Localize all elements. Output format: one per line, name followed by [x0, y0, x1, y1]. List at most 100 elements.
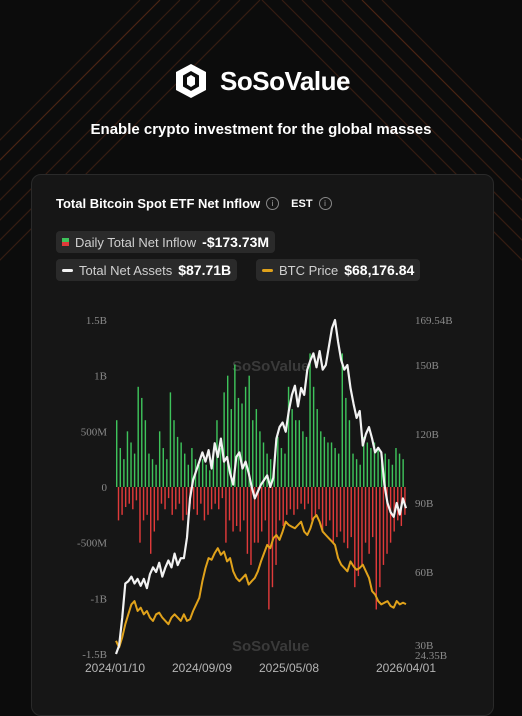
outflow-bar [332, 487, 335, 543]
outflow-bar [314, 487, 317, 515]
inflow-bar [116, 420, 118, 487]
right-axis-tick: 90B [415, 498, 433, 510]
inflow-bar [187, 464, 190, 487]
inflow-bar [302, 431, 304, 487]
outflow-bar [289, 487, 292, 510]
inflow-bar [237, 397, 240, 487]
x-axis: 2024/01/10 2024/09/09 2025/05/08 2026/04/01 [85, 661, 436, 675]
outflow-bar [318, 487, 320, 510]
inflow-bar [391, 464, 394, 487]
inflow-bar [230, 409, 232, 487]
outflow-bar [157, 487, 159, 521]
outflow-bar [139, 487, 141, 543]
inflow-bar [241, 403, 243, 487]
outflow-bar [214, 487, 216, 504]
outflow-bar [250, 487, 252, 565]
outflow-bar [393, 487, 395, 532]
chart-title: Total Bitcoin Spot ETF Net Inflow [56, 196, 261, 211]
inflow-bar [219, 448, 222, 487]
outflow-bar [296, 487, 299, 510]
outflow-bar [153, 487, 156, 532]
inflow-bar [277, 436, 279, 487]
outflow-bar [275, 487, 277, 565]
inflow-bar [244, 386, 247, 487]
outflow-bar [128, 487, 130, 504]
legend-total-net-assets[interactable]: Total Net Assets $87.71B [56, 259, 238, 281]
legend-btc-label: BTC Price [279, 262, 339, 278]
outflow-bar [228, 487, 231, 521]
outflow-bar [178, 487, 181, 504]
outflow-bar [192, 487, 195, 510]
inflow-bar [212, 453, 215, 487]
inflow-bar [234, 364, 236, 487]
inflow-bar [312, 386, 315, 487]
outflow-bar [182, 487, 184, 521]
inflow-bar [370, 448, 372, 487]
inflow-bar [355, 459, 358, 487]
inflow-bar [269, 459, 272, 487]
assets-line-swatch-icon [62, 268, 73, 272]
outflow-bar [146, 487, 148, 515]
inflow-chart[interactable]: SoSoValue SoSoValue 1.5B 1B 500M 0 -500M -1B -… [0, 0, 522, 701]
inflow-bar [363, 436, 365, 487]
inflow-bar [130, 442, 132, 487]
legend-btc-value: $68,176.84 [344, 262, 415, 278]
inflow-bar [295, 420, 297, 487]
x-axis-tick: 2024/09/09 [172, 661, 232, 675]
outflow-bar [346, 487, 349, 549]
info-icon[interactable]: i [266, 197, 280, 210]
inflow-bar [180, 442, 182, 487]
inflow-bar [348, 420, 351, 487]
inflow-bar [205, 464, 207, 487]
legend-daily-inflow[interactable]: Daily Total Net Inflow -$173.73M [56, 231, 276, 253]
outflow-bar [117, 487, 120, 521]
outflow-bar [311, 487, 313, 521]
outflow-bar [150, 487, 152, 554]
outflow-bar [235, 487, 238, 526]
background-pattern [0, 0, 522, 261]
outflow-bar [307, 487, 309, 504]
inflow-bar [198, 464, 200, 487]
outflow-bar [357, 487, 360, 577]
outflow-bar [243, 487, 245, 521]
inflow-bar [166, 459, 168, 487]
legend-btc-price[interactable]: BTC Price $68,176.84 [256, 259, 421, 281]
inflow-bar [255, 409, 258, 487]
right-axis-tick: 24.35B [415, 650, 447, 662]
outflow-bar [379, 487, 381, 588]
outflow-bar [375, 487, 377, 610]
inflow-bar [323, 436, 326, 487]
outflow-bar [167, 487, 170, 499]
inflow-bar [169, 392, 172, 487]
outflow-bar [303, 487, 306, 510]
inflow-bar [162, 448, 164, 487]
inflow-bar [184, 453, 186, 487]
inflow-bar [119, 448, 122, 487]
outflow-bar [135, 487, 138, 501]
outflow-bar [132, 487, 134, 510]
inflow-bar [141, 397, 143, 487]
inflow-bar [380, 453, 383, 487]
outflow-bar [232, 487, 234, 532]
inflow-bar [176, 436, 179, 487]
x-axis-tick: 2025/05/08 [259, 661, 319, 675]
right-axis-tick: 60B [415, 567, 433, 579]
outflow-bar [364, 487, 367, 543]
legend-assets-value: $87.71B [178, 262, 232, 278]
inflow-bar [158, 431, 161, 487]
brand-logo: SoSoValue [172, 62, 350, 100]
chart-watermark-top: SoSoValue [232, 358, 310, 375]
inflow-outflow-swatch-icon [62, 238, 69, 246]
inflow-bar [280, 448, 283, 487]
inflow-bar [148, 453, 150, 487]
inflow-bar [144, 420, 147, 487]
inflow-bar [398, 453, 401, 487]
inflow-bar [366, 442, 369, 487]
outflow-bar [124, 487, 127, 508]
chart-watermark-bottom: SoSoValue [232, 638, 310, 655]
inflow-bar [402, 459, 404, 487]
outflow-bar [246, 487, 249, 554]
inflow-bar [384, 453, 386, 487]
timezone-info-icon[interactable]: i [318, 197, 332, 210]
inflow-bar [259, 431, 261, 487]
